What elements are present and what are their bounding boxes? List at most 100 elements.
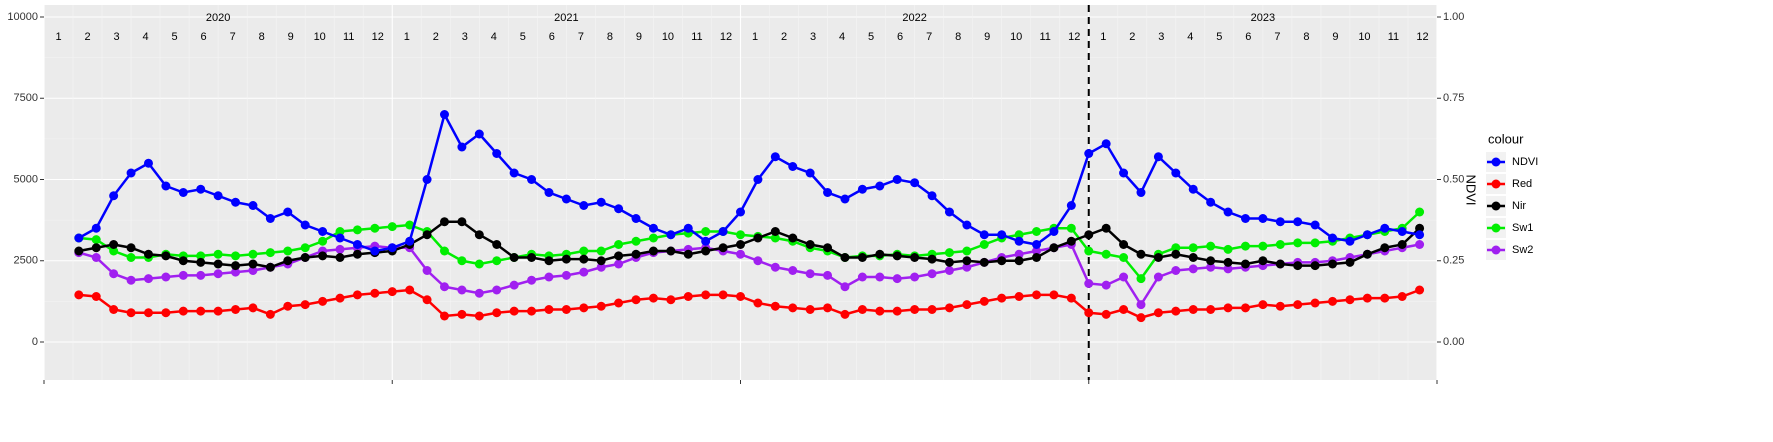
data-point	[910, 178, 920, 188]
year-label: 2020	[206, 12, 230, 24]
data-point	[614, 251, 624, 261]
data-point	[248, 303, 258, 313]
month-label: 11	[1388, 31, 1399, 43]
data-point	[1345, 236, 1355, 246]
data-point	[1415, 230, 1425, 240]
data-point	[231, 305, 241, 315]
data-point	[231, 197, 241, 207]
y-tick-label: 10000	[7, 11, 38, 23]
data-point	[579, 201, 589, 211]
data-point	[318, 296, 328, 306]
data-point	[1188, 305, 1198, 315]
data-point	[1206, 241, 1216, 251]
data-point	[1084, 246, 1094, 256]
data-point	[335, 227, 345, 237]
data-point	[161, 308, 171, 318]
month-label: 12	[1416, 31, 1428, 43]
data-point	[405, 220, 415, 230]
data-point	[857, 272, 867, 282]
month-label: 1	[1100, 31, 1106, 43]
data-point	[457, 142, 467, 152]
data-point	[457, 217, 467, 227]
data-point	[631, 236, 641, 246]
data-point	[910, 253, 920, 263]
data-point	[1171, 249, 1181, 259]
data-point	[840, 194, 850, 204]
data-point	[875, 181, 885, 191]
data-point	[1119, 305, 1129, 315]
year-label: 2021	[554, 12, 578, 24]
data-point	[248, 266, 258, 276]
data-point	[1293, 217, 1303, 227]
data-point	[527, 253, 537, 263]
data-point	[231, 251, 241, 261]
data-point	[1084, 230, 1094, 240]
data-point	[74, 233, 84, 243]
month-label: 4	[1187, 31, 1193, 43]
data-point	[666, 230, 676, 240]
data-point	[666, 295, 676, 305]
month-label: 1	[404, 31, 410, 43]
data-point	[1362, 230, 1372, 240]
data-point	[614, 259, 624, 269]
data-point	[265, 262, 275, 272]
data-point	[439, 109, 449, 119]
data-point	[178, 306, 188, 316]
data-point	[596, 301, 606, 311]
data-point	[1119, 168, 1129, 178]
month-label: 5	[172, 31, 178, 43]
data-point	[1084, 148, 1094, 158]
y-tick-label: 2500	[14, 255, 38, 267]
data-point	[457, 285, 467, 295]
data-point	[1206, 197, 1216, 207]
month-label: 5	[1216, 31, 1222, 43]
month-label: 8	[607, 31, 613, 43]
data-point	[1136, 188, 1146, 197]
data-point	[143, 308, 153, 318]
data-point	[1328, 259, 1338, 269]
data-point	[126, 168, 136, 178]
data-point	[265, 214, 275, 224]
data-point	[1258, 214, 1268, 224]
data-point	[927, 269, 937, 279]
data-point	[1397, 240, 1407, 250]
data-point	[387, 243, 397, 253]
data-point	[1153, 272, 1163, 282]
data-point	[231, 267, 241, 277]
month-label: 4	[143, 31, 149, 43]
data-point	[1171, 306, 1181, 316]
data-point	[335, 244, 345, 254]
month-label: 11	[691, 31, 702, 43]
data-point	[1310, 261, 1320, 271]
data-point	[648, 223, 658, 233]
data-point	[1345, 295, 1355, 305]
data-point	[892, 274, 902, 284]
data-point	[736, 249, 745, 259]
data-point	[1188, 184, 1198, 194]
data-point	[196, 251, 206, 261]
data-point	[944, 303, 954, 313]
data-point	[579, 254, 589, 264]
data-point	[979, 240, 989, 250]
data-point	[300, 300, 310, 310]
data-point	[352, 249, 362, 259]
legend-key-point	[1491, 179, 1501, 189]
data-point	[352, 240, 362, 250]
data-point	[1223, 257, 1233, 267]
data-point	[770, 152, 780, 162]
month-label: 12	[1068, 31, 1080, 43]
data-point	[74, 246, 84, 256]
data-point	[318, 227, 328, 237]
data-point	[1240, 214, 1250, 224]
data-point	[1380, 243, 1390, 253]
data-point	[736, 207, 745, 217]
month-label: 10	[1358, 31, 1370, 43]
data-point	[74, 290, 84, 300]
data-point	[318, 236, 328, 246]
month-label: 10	[314, 31, 326, 43]
month-label: 7	[230, 31, 236, 43]
data-point	[579, 267, 589, 277]
month-label: 5	[868, 31, 874, 43]
legend-key-point	[1491, 157, 1501, 167]
